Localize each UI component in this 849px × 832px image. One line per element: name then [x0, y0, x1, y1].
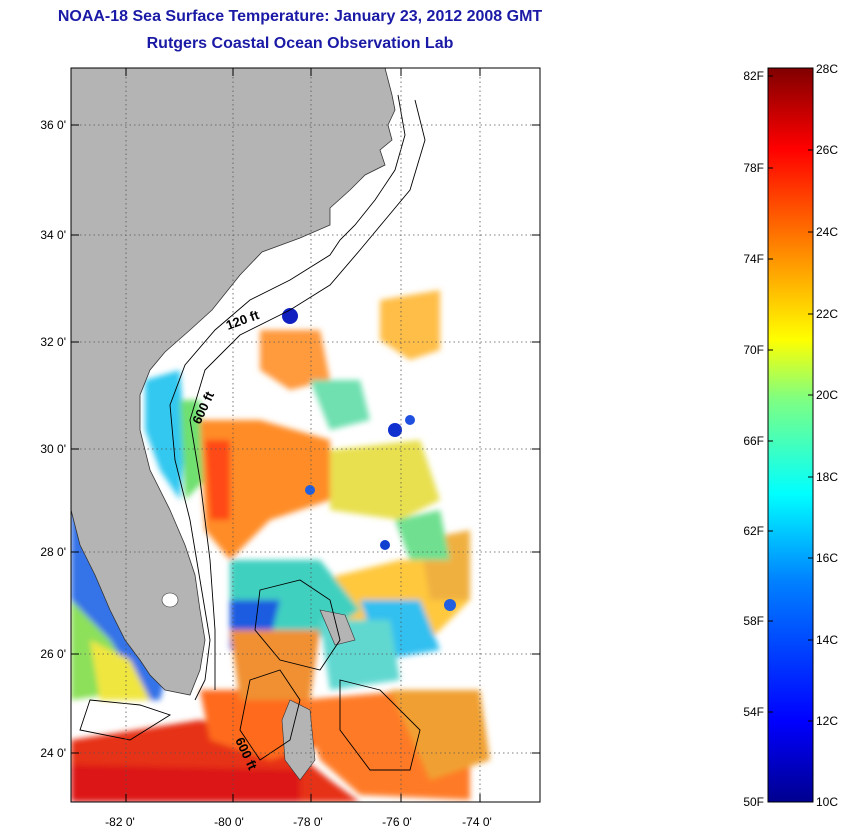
colorbar-c-label: 12C — [816, 714, 838, 728]
frame-ticks — [71, 68, 540, 802]
map-area — [71, 68, 540, 802]
bahamas-island — [319, 609, 356, 646]
colorbar-c-label: 28C — [816, 62, 838, 76]
colorbar: 82F 78F 74F 70F 66F 62F 58F 54F 50F 28C … — [743, 62, 838, 809]
colorbar-c-label: 22C — [816, 307, 838, 321]
colorbar-f-label: 58F — [743, 614, 764, 628]
colorbar-c-label: 26C — [816, 143, 838, 157]
sst-data-layer — [71, 290, 490, 802]
lat-tick-label: 30 0' — [40, 442, 66, 456]
graticule — [71, 68, 540, 802]
colorbar-f-label: 54F — [743, 705, 764, 719]
colorbar-c-label: 24C — [816, 225, 838, 239]
map-frame — [70, 67, 541, 803]
land-mass — [71, 68, 396, 696]
map-subtitle: Rutgers Coastal Ocean Observation Lab — [146, 35, 454, 52]
colorbar-f-label: 70F — [743, 343, 764, 357]
lon-tick-label: -74 0' — [462, 815, 492, 829]
lat-tick-label: 24 0' — [40, 746, 66, 760]
lat-tick-label: 34 0' — [40, 228, 66, 242]
colorbar-f-label: 74F — [743, 252, 764, 266]
lat-tick-label: 36 0' — [40, 118, 66, 132]
colorbar-f-label: 62F — [743, 524, 764, 538]
colorbar-c-label: 14C — [816, 633, 838, 647]
colorbar-c-label: 16C — [816, 551, 838, 565]
map-title: NOAA-18 Sea Surface Temperature: January… — [57, 8, 543, 25]
lat-tick-label: 26 0' — [40, 647, 66, 661]
colorbar-gradient — [767, 67, 814, 803]
lon-tick-label: -78 0' — [293, 815, 323, 829]
colorbar-c-label: 10C — [816, 795, 838, 809]
lat-tick-label: 32 0' — [40, 335, 66, 349]
colorbar-f-label: 50F — [743, 795, 764, 809]
lon-tick-label: -76 0' — [382, 815, 412, 829]
colorbar-f-label: 66F — [743, 434, 764, 448]
lake — [161, 592, 179, 608]
colorbar-f-ticks — [768, 75, 773, 713]
bahamas-island — [281, 699, 316, 781]
colorbar-c-label: 18C — [816, 470, 838, 484]
colorbar-f-label: 78F — [743, 161, 764, 175]
colorbar-c-label: 20C — [816, 388, 838, 402]
lat-tick-label: 28 0' — [40, 545, 66, 559]
colorbar-c-ticks — [808, 149, 813, 722]
lon-tick-label: -82 0' — [105, 815, 135, 829]
lon-tick-label: -80 0' — [214, 815, 244, 829]
colorbar-f-label: 82F — [743, 69, 764, 83]
depth-contours — [79, 94, 426, 771]
